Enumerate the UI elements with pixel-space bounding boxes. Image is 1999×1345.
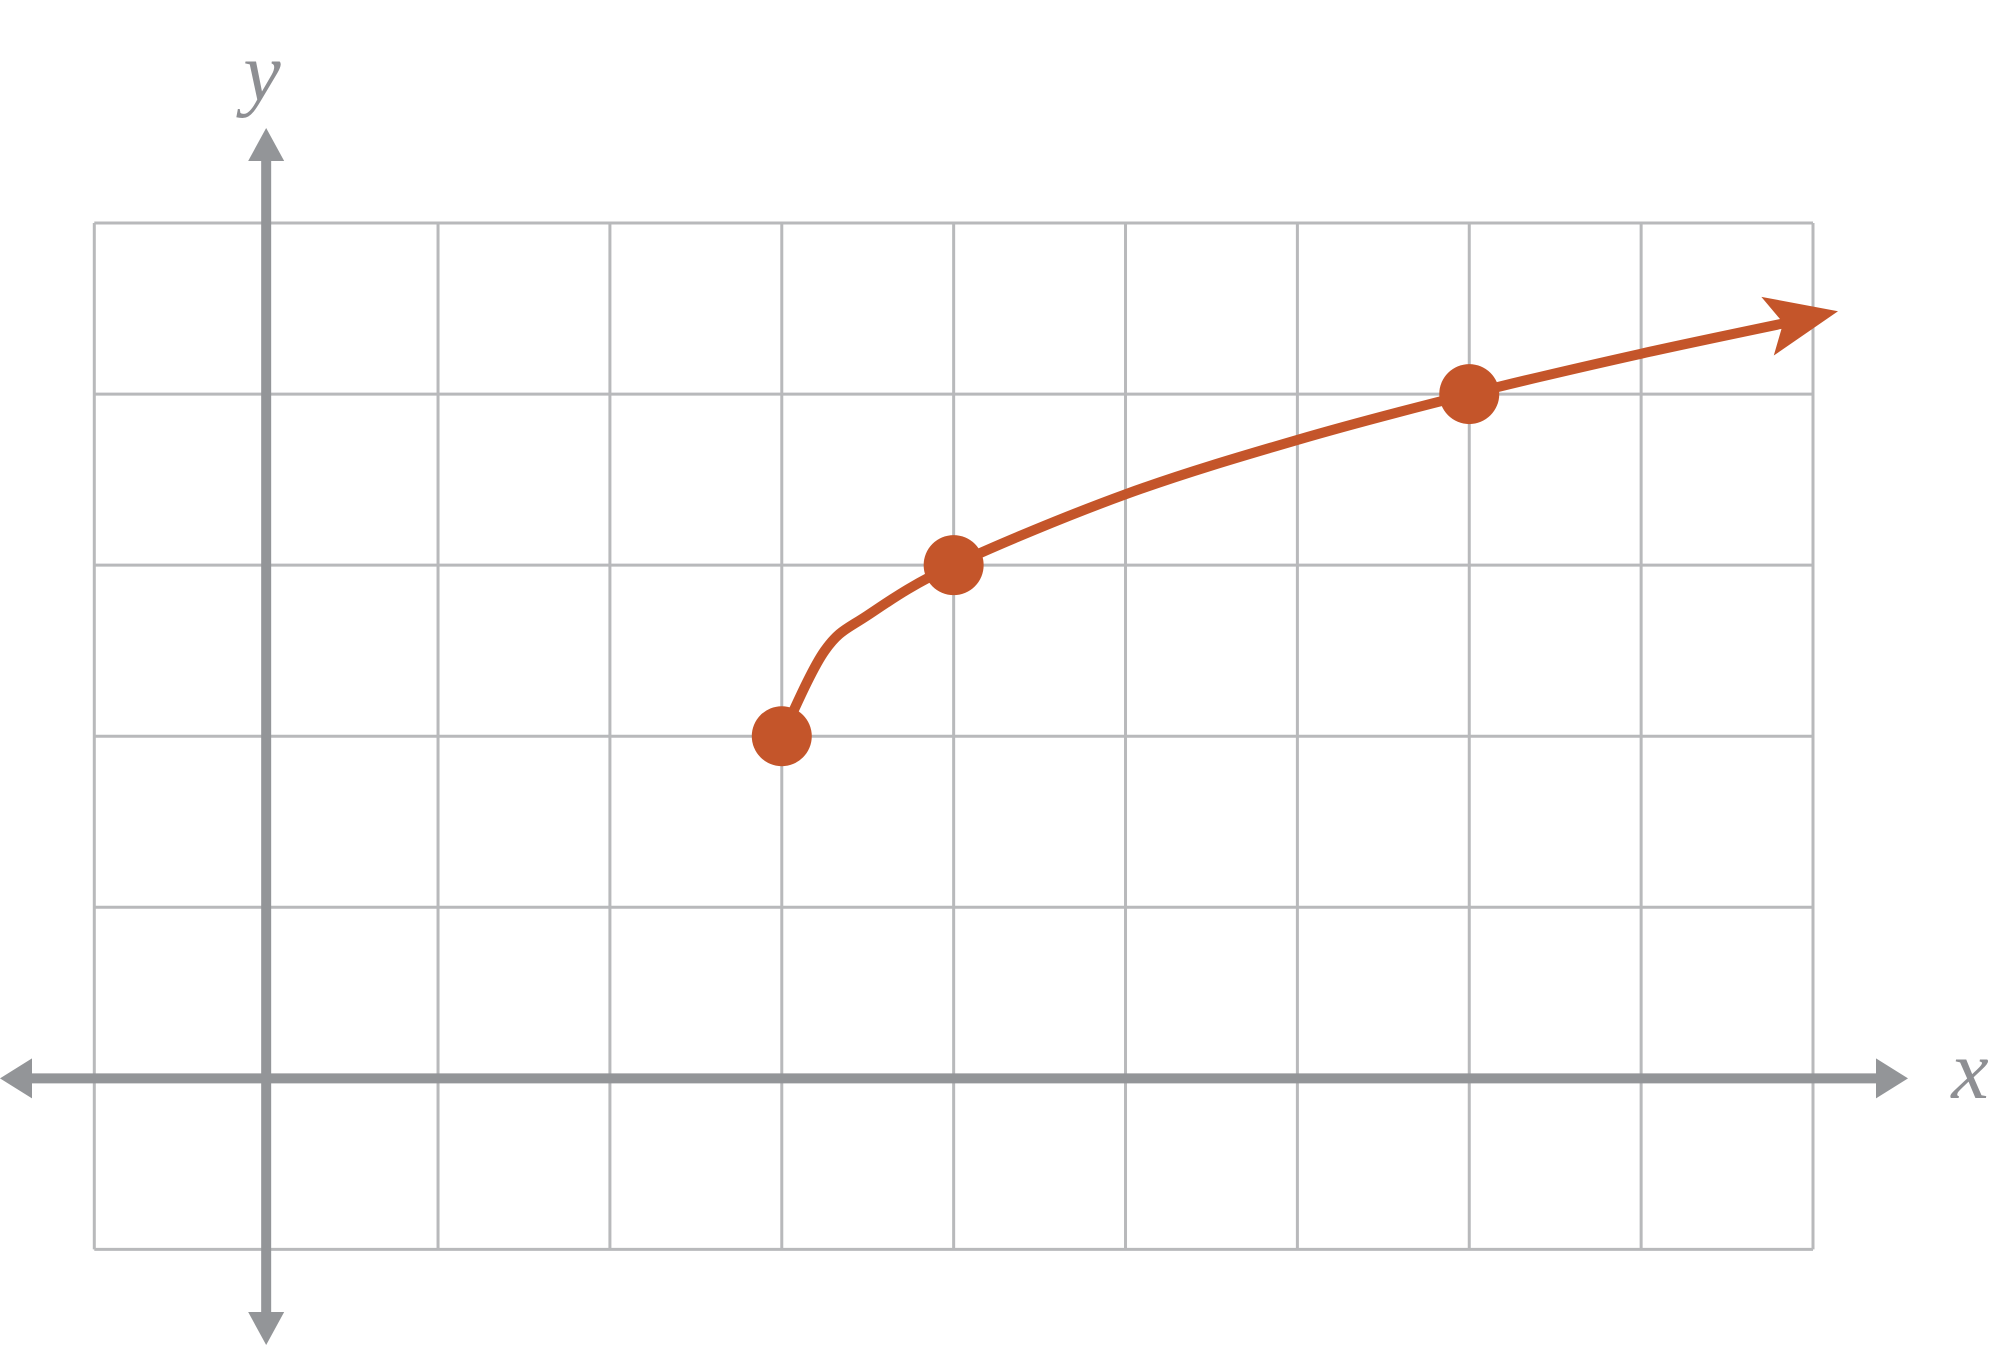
- curve: [777, 312, 1815, 739]
- x-axis-arrow: [1876, 1058, 1908, 1099]
- curve-group: [751, 296, 1838, 767]
- point: [751, 706, 812, 767]
- point: [923, 535, 984, 596]
- point: [1439, 364, 1500, 425]
- x-axis-arrow: [0, 1058, 32, 1099]
- curve-arrow: [1761, 296, 1838, 356]
- y-axis-arrow: [248, 1312, 285, 1345]
- y-axis-label: y: [235, 26, 281, 119]
- x-axis-label: x: [1949, 1024, 1988, 1117]
- y-axis-arrow: [248, 128, 285, 161]
